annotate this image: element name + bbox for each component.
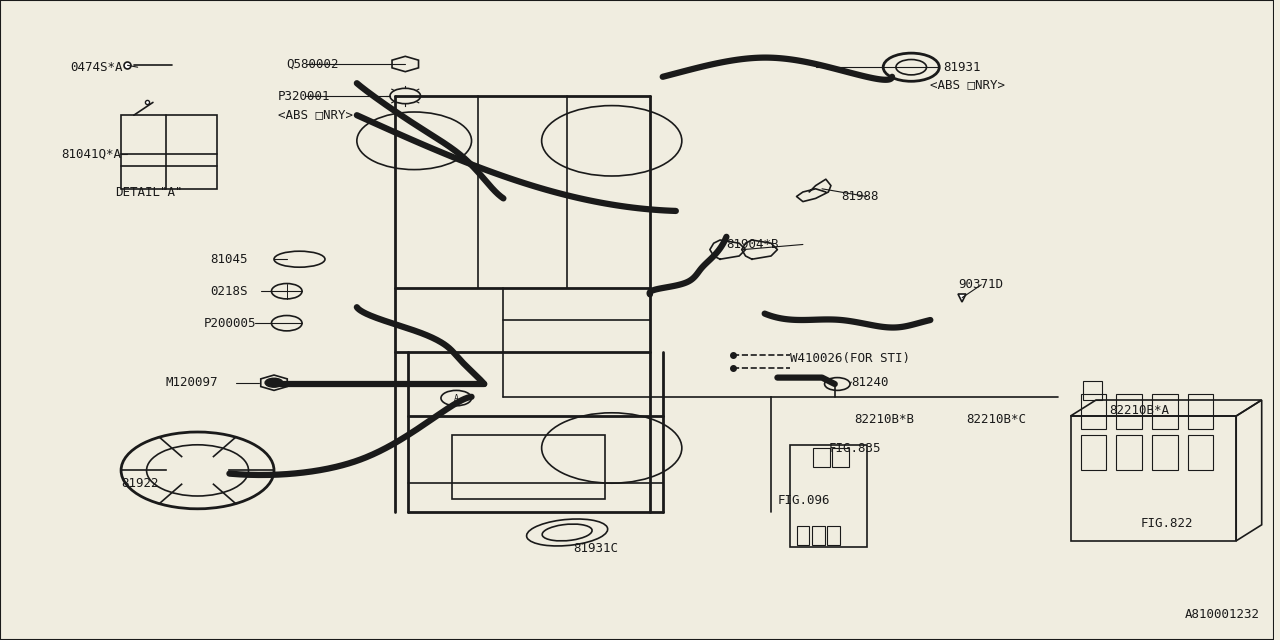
Text: DETAIL"A": DETAIL"A" xyxy=(115,186,182,198)
Text: 90371D: 90371D xyxy=(959,278,1004,291)
Text: 81988: 81988 xyxy=(841,190,878,203)
Text: FIG.822: FIG.822 xyxy=(1140,517,1193,530)
Bar xyxy=(452,435,605,499)
Bar xyxy=(827,526,840,545)
Bar xyxy=(832,448,849,467)
Bar xyxy=(1116,435,1142,470)
Bar xyxy=(1188,394,1213,429)
Text: W410026(FOR STI): W410026(FOR STI) xyxy=(790,352,910,365)
Text: 0218S: 0218S xyxy=(210,285,248,298)
Bar xyxy=(790,445,867,547)
Circle shape xyxy=(265,378,283,387)
Text: P200005: P200005 xyxy=(204,317,256,330)
Text: <ABS □NRY>: <ABS □NRY> xyxy=(931,78,1005,91)
Text: 81931: 81931 xyxy=(943,61,980,74)
Bar xyxy=(122,115,216,189)
Text: A810001232: A810001232 xyxy=(1185,608,1261,621)
Text: 81045: 81045 xyxy=(210,253,248,266)
Bar xyxy=(1080,435,1106,470)
Bar xyxy=(1152,435,1178,470)
Text: 81240: 81240 xyxy=(851,376,888,388)
Text: 82210B*B: 82210B*B xyxy=(854,413,914,426)
Text: 82210B*C: 82210B*C xyxy=(966,413,1027,426)
Text: 82210B*A: 82210B*A xyxy=(1108,404,1169,417)
Text: FIG.096: FIG.096 xyxy=(777,494,829,507)
Bar xyxy=(1116,394,1142,429)
Bar xyxy=(796,526,809,545)
Text: Q580002: Q580002 xyxy=(287,58,339,70)
Bar xyxy=(813,448,829,467)
Text: P320001: P320001 xyxy=(278,90,330,102)
Bar xyxy=(1188,435,1213,470)
Text: 81931C: 81931C xyxy=(573,542,618,555)
Text: 81904*B: 81904*B xyxy=(727,238,780,251)
Text: <ABS □NRY>: <ABS □NRY> xyxy=(278,109,353,122)
Text: 81041Q*A: 81041Q*A xyxy=(61,147,122,160)
Text: 81922: 81922 xyxy=(122,477,159,490)
Text: FIG.835: FIG.835 xyxy=(828,442,881,454)
Bar xyxy=(1070,416,1236,541)
Bar xyxy=(1083,381,1102,400)
Text: M120097: M120097 xyxy=(165,376,218,389)
Text: A: A xyxy=(453,394,458,403)
Bar xyxy=(812,526,824,545)
Bar xyxy=(1152,394,1178,429)
Text: 0474S*A: 0474S*A xyxy=(70,61,123,74)
Bar xyxy=(1080,394,1106,429)
